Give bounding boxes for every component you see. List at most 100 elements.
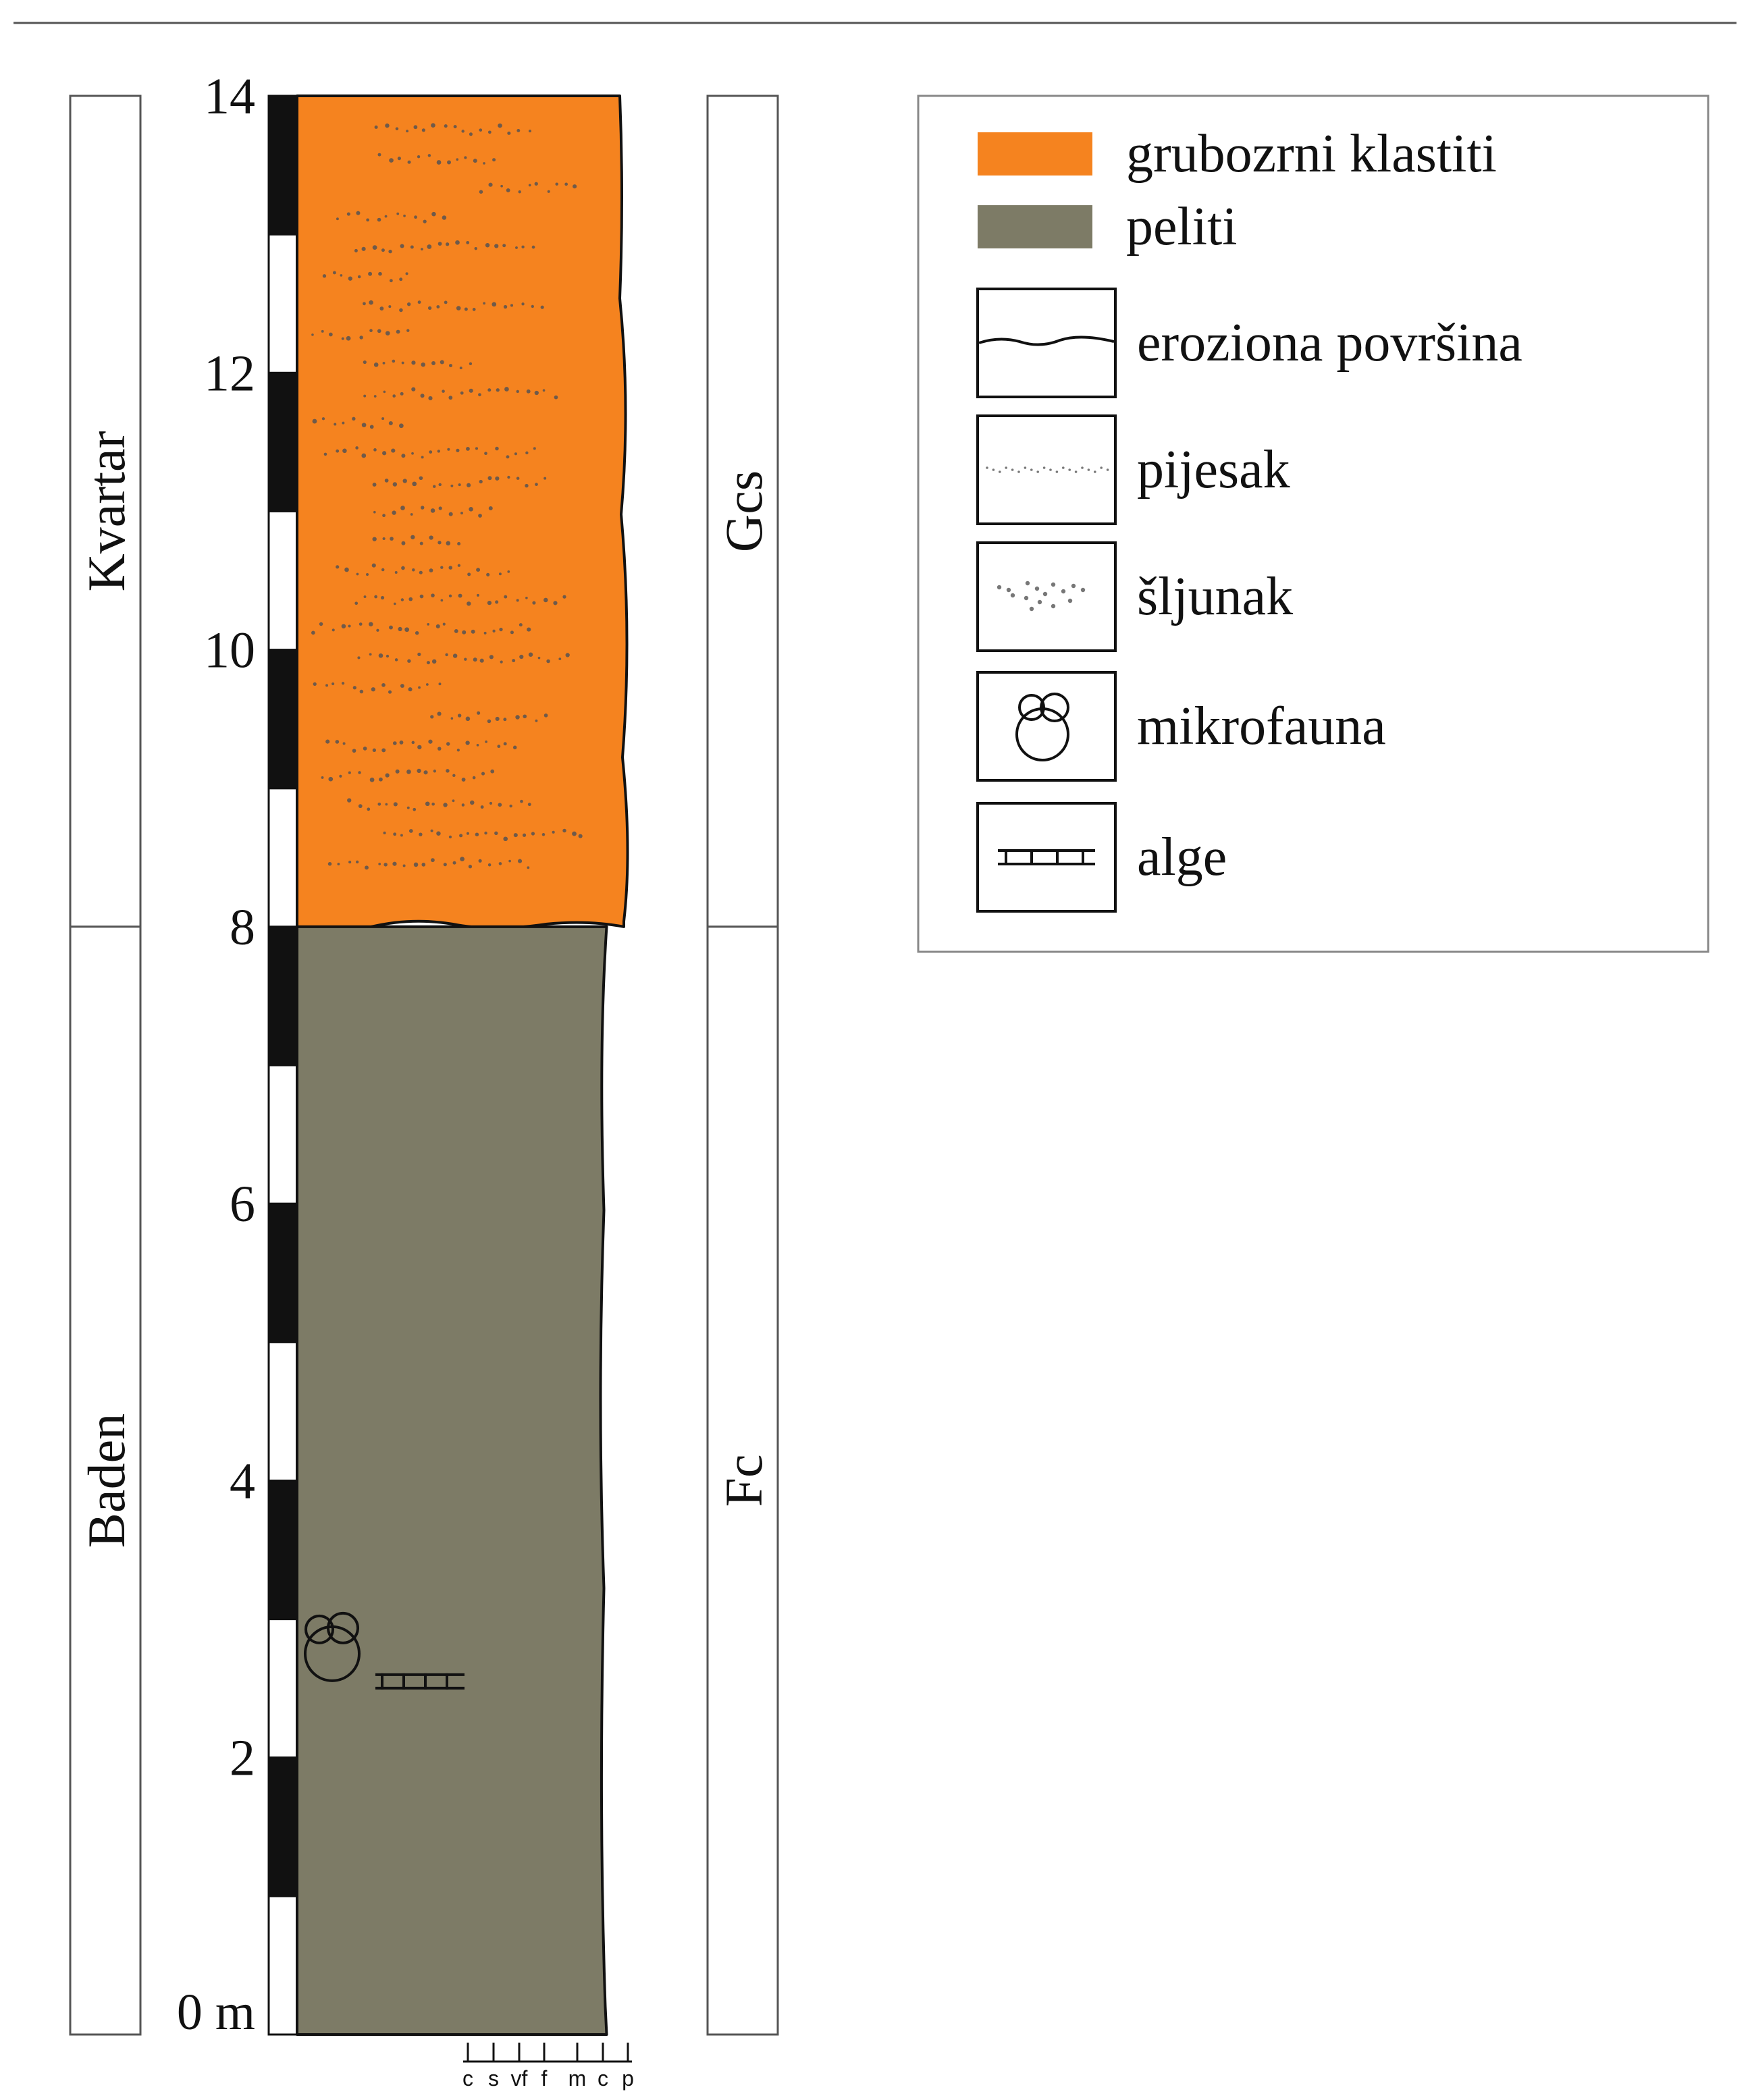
stipple-dot <box>426 661 430 665</box>
stipple-dot <box>464 156 467 159</box>
stipple-dot <box>341 624 346 628</box>
stipple-dot <box>348 861 352 864</box>
stipple-dot <box>449 364 452 368</box>
stipple-dot <box>514 452 517 456</box>
stipple-dot <box>562 595 566 599</box>
sand-dot <box>986 466 988 469</box>
stipple-dot <box>400 598 404 601</box>
facies-label: Gcs <box>714 470 773 552</box>
stipple-dot <box>479 190 483 194</box>
stipple-dot <box>373 362 379 367</box>
stipple-dot <box>388 249 392 254</box>
stipple-dot <box>406 806 410 809</box>
erosion-line <box>978 335 1115 346</box>
stipple-dot <box>454 629 458 633</box>
scale-segment <box>267 233 298 374</box>
stipple-dot <box>478 393 481 397</box>
stipple-dot <box>502 244 506 248</box>
gravel-dot <box>1006 587 1011 593</box>
stipple-dot <box>427 154 431 157</box>
stipple-dot <box>523 714 527 719</box>
stipple-dot <box>369 622 373 626</box>
stipple-dot <box>457 714 462 718</box>
stipple-dot <box>381 683 386 687</box>
stipple-dot <box>429 535 433 540</box>
stipple-dot <box>411 452 414 455</box>
stipple-dot <box>410 513 413 516</box>
stipple-dot <box>467 483 471 487</box>
stipple-dot <box>382 537 386 541</box>
stipple-dot <box>374 595 377 599</box>
stipple-dot <box>399 277 403 281</box>
stipple-dot <box>452 653 458 658</box>
stipple-dot <box>562 828 566 833</box>
stipple-dot <box>388 690 392 694</box>
stipple-dot <box>378 863 381 865</box>
stipple-dot <box>369 653 372 656</box>
fossil-symbols <box>304 1611 465 1690</box>
stipple-dot <box>323 452 327 456</box>
stipple-dot <box>485 243 490 248</box>
stipple-dot <box>361 453 367 458</box>
stipple-dot <box>533 447 536 450</box>
legend-label: mikrofauna <box>1137 697 1386 756</box>
stipple-dot <box>390 537 394 541</box>
grain-scale-label: c <box>598 2066 608 2091</box>
stipple-dot <box>336 565 340 569</box>
stipple-dot <box>448 594 452 598</box>
stipple-dot <box>393 832 397 836</box>
stipple-dot <box>413 807 417 811</box>
stipple-dot <box>456 448 460 452</box>
stipple-dot <box>327 862 332 866</box>
stipple-dot <box>393 602 396 605</box>
stipple-dot <box>356 211 361 215</box>
stipple-dot <box>499 627 503 632</box>
stipple-dot <box>381 568 385 572</box>
stipple-dot <box>412 568 415 572</box>
stipple-dot <box>388 305 392 308</box>
stipple-dot <box>385 773 390 778</box>
stipple-dot <box>535 719 538 722</box>
stipple-dot <box>321 776 324 779</box>
stipple-dot <box>444 300 448 304</box>
stipple-dot <box>509 804 512 808</box>
stipple-dot <box>425 683 429 686</box>
stipple-dot <box>460 857 465 862</box>
stipple-dot <box>466 832 469 835</box>
gravel-dot <box>1051 603 1056 609</box>
stipple-dot <box>445 653 448 657</box>
scale-segment <box>267 1756 298 1897</box>
stipple-dot <box>468 865 473 869</box>
stipple-dot <box>378 653 383 658</box>
stipple-dot <box>431 211 436 217</box>
stipple-dot <box>540 305 544 309</box>
stipple-dot <box>436 831 441 836</box>
stipple-dot <box>459 834 463 838</box>
stipple-dot <box>401 454 406 458</box>
stipple-dot <box>400 392 404 396</box>
stipple-dot <box>525 596 528 599</box>
stipple-dot <box>531 245 535 249</box>
stipple-dot <box>448 512 453 516</box>
sand-dot <box>999 470 1001 473</box>
stipple-dot <box>391 448 396 453</box>
stipple-dot <box>484 452 487 456</box>
stipple-dot <box>380 595 385 600</box>
stipple-dot <box>382 361 386 365</box>
stipple-dot <box>392 741 397 745</box>
legend-label: peliti <box>1126 197 1237 257</box>
stipple-dot <box>420 506 425 510</box>
sand-dot <box>1062 466 1065 469</box>
stipple-dot <box>462 630 467 635</box>
stipple-dot <box>401 361 404 365</box>
stipple-dot <box>466 447 470 451</box>
stipple-dot <box>535 483 538 486</box>
stipple-dot <box>381 248 385 252</box>
stipple-dot <box>510 630 514 635</box>
stipple-dot <box>313 682 317 686</box>
stipple-dot <box>467 572 471 576</box>
stipple-dot <box>396 329 400 334</box>
stipple-dot <box>543 597 548 603</box>
stipple-dot <box>369 300 373 305</box>
stipple-dot <box>547 190 550 193</box>
